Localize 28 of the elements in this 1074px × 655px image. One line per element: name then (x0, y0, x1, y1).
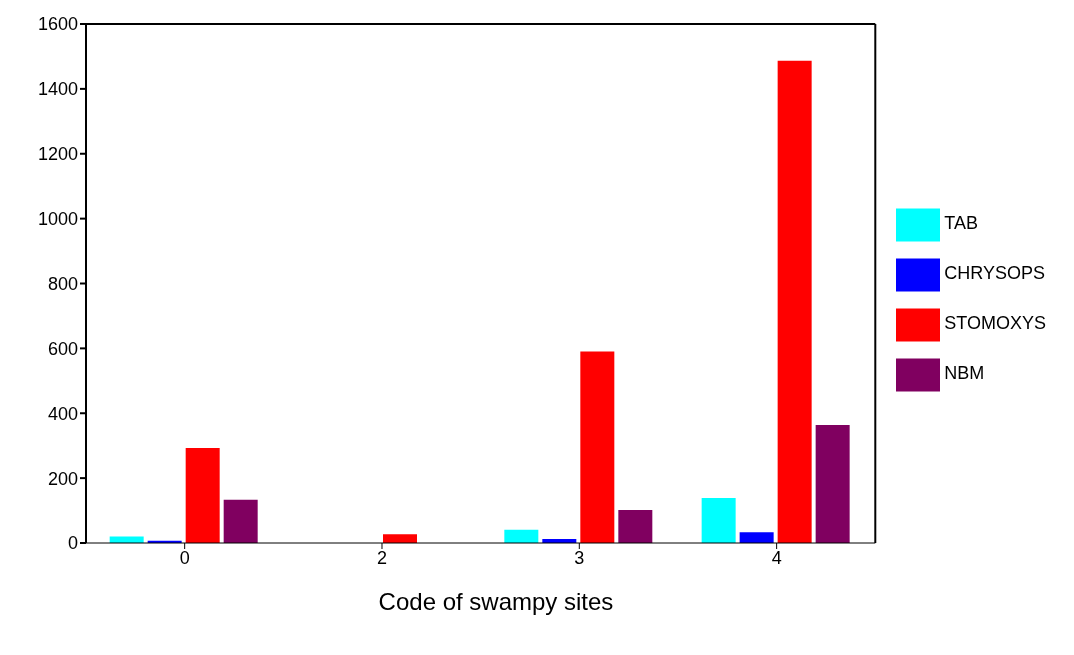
bar (185, 447, 220, 543)
y-tick-label: 1400 (37, 79, 78, 100)
bar (777, 60, 812, 543)
legend-label: TAB (944, 213, 978, 233)
x-tick-label: 2 (376, 547, 387, 568)
y-tick-label: 200 (47, 468, 78, 489)
y-tick-label: 1600 (37, 14, 78, 35)
legend-label: CHRYSOPS (944, 263, 1045, 283)
x-axis-title: Code of swampy sites (377, 588, 615, 616)
bar (504, 529, 539, 543)
y-tick-label: 0 (67, 533, 78, 554)
bar (223, 499, 258, 543)
y-tick-label: 1000 (37, 209, 78, 230)
y-tick-label: 800 (47, 273, 78, 294)
bar (701, 497, 736, 543)
x-tick-label: 3 (574, 547, 585, 568)
y-tick-label: 600 (47, 338, 78, 359)
bar (580, 351, 615, 543)
bar (739, 532, 774, 543)
bar (618, 509, 653, 543)
bar (383, 534, 417, 543)
y-tick-label: 1200 (37, 144, 78, 165)
legend-label: NBM (944, 363, 985, 383)
x-tick-label: 4 (771, 547, 782, 568)
y-tick-label: 400 (47, 403, 78, 424)
x-tick-label: 0 (179, 547, 190, 568)
legend-label: STOMOXYS (944, 313, 1046, 333)
bar (815, 424, 850, 543)
